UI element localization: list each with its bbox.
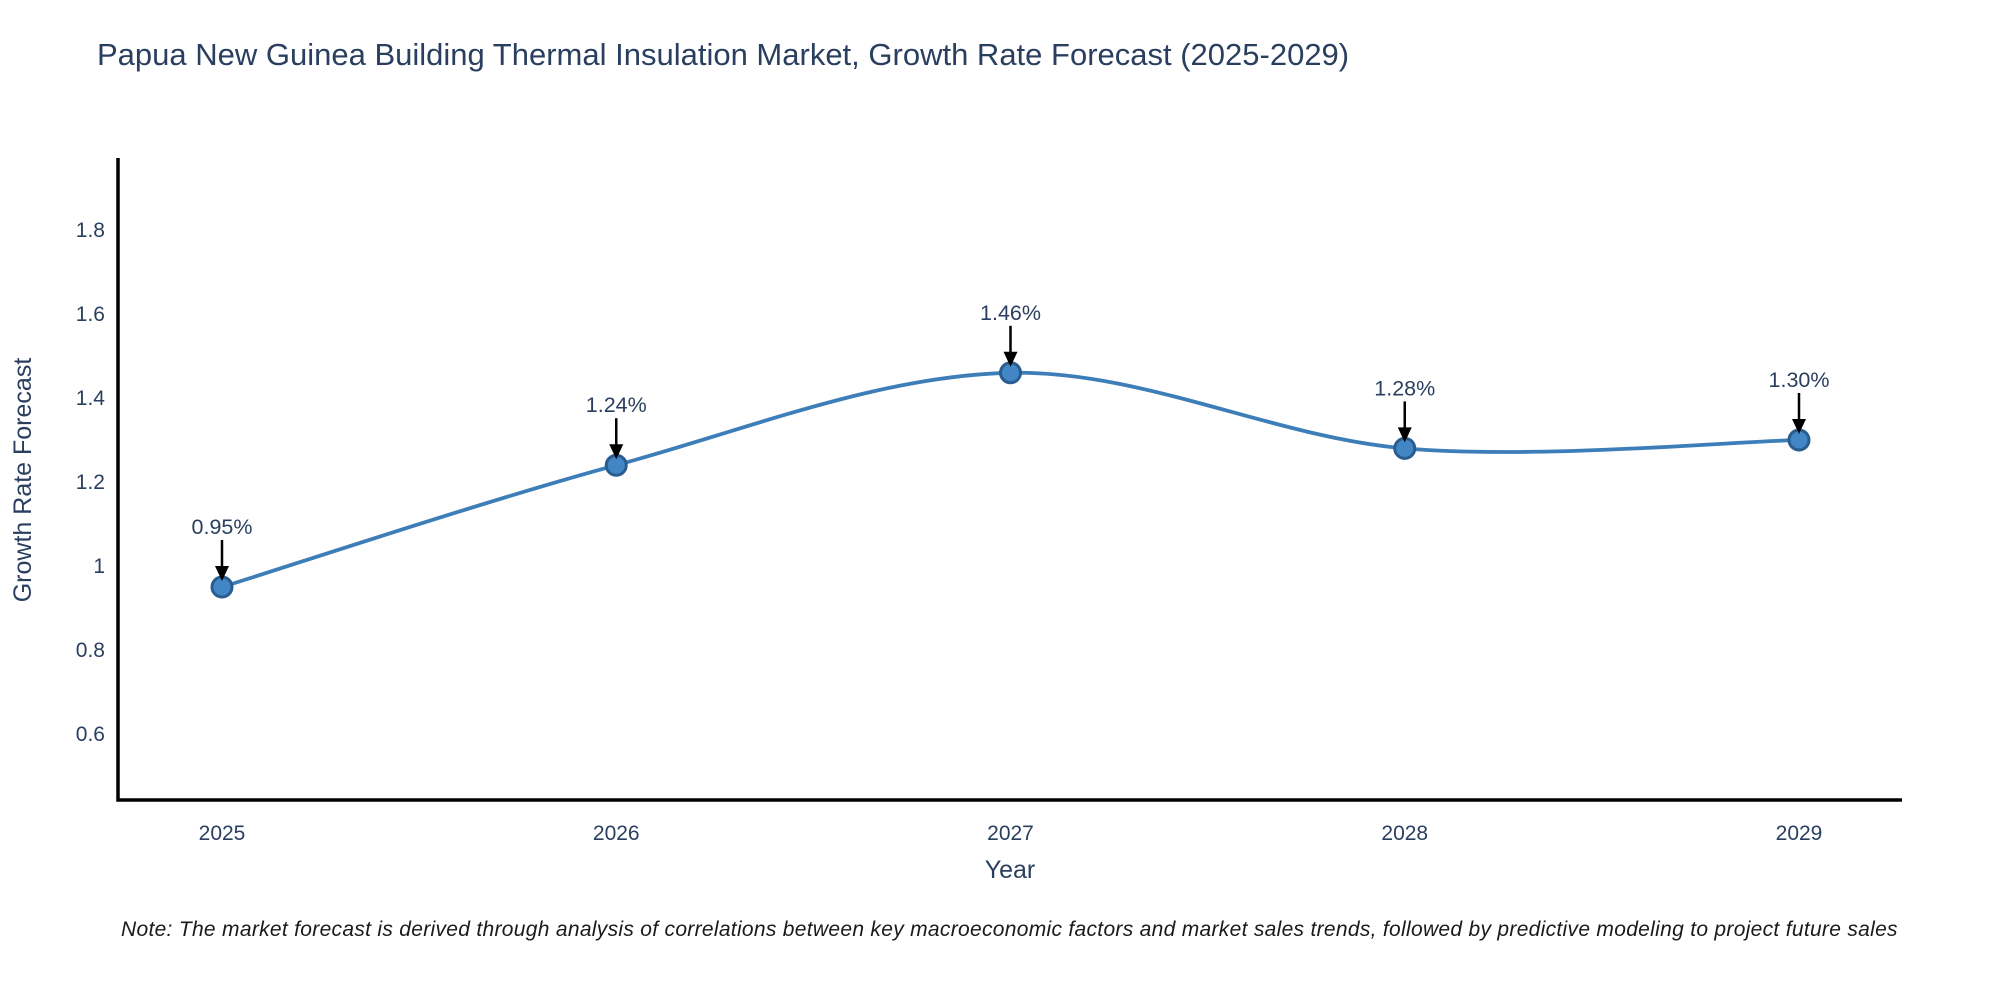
y-tick-label: 1.8 (76, 219, 105, 242)
x-tick-label: 2027 (987, 822, 1034, 845)
data-point-label: 1.30% (1769, 368, 1830, 392)
data-point-label: 1.46% (980, 301, 1041, 325)
axis-lines (116, 158, 1902, 802)
annotation-arrowhead (215, 566, 229, 581)
annotation-arrowhead (1003, 351, 1018, 367)
growth-rate-forecast-line-chart: 0.6 0.8 1 1.2 1.4 1.6 1.8 2025 2026 2027 2028 2029 Y… (9, 158, 1902, 884)
data-point-label: 1.28% (1374, 376, 1435, 400)
y-axis-title: Growth Rate Forecast (9, 358, 37, 603)
data-point-label: 1.24% (586, 393, 647, 417)
x-tick-label: 2029 (1776, 822, 1823, 845)
x-tick-label: 2028 (1381, 822, 1428, 845)
y-tick-label: 1.2 (76, 471, 105, 494)
x-tick-label: 2026 (593, 822, 640, 845)
chart-title: Papua New Guinea Building Thermal Insula… (97, 37, 1350, 72)
series-line (220, 370, 1801, 589)
x-axis-title: Year (985, 856, 1036, 884)
annotation-arrowhead (609, 444, 624, 460)
y-tick-label: 0.6 (76, 723, 105, 746)
x-tick-label: 2025 (199, 822, 246, 845)
annotation-arrowhead (1792, 419, 1806, 434)
annotation-arrowhead (1397, 427, 1412, 443)
y-tick-label: 1 (93, 555, 105, 578)
footnote-text: Note: The market forecast is derived thr… (121, 918, 1898, 941)
y-tick-label: 1.6 (76, 303, 105, 326)
data-point-label: 0.95% (192, 515, 253, 539)
y-tick-label: 1.4 (76, 387, 106, 410)
y-tick-label: 0.8 (76, 639, 105, 662)
